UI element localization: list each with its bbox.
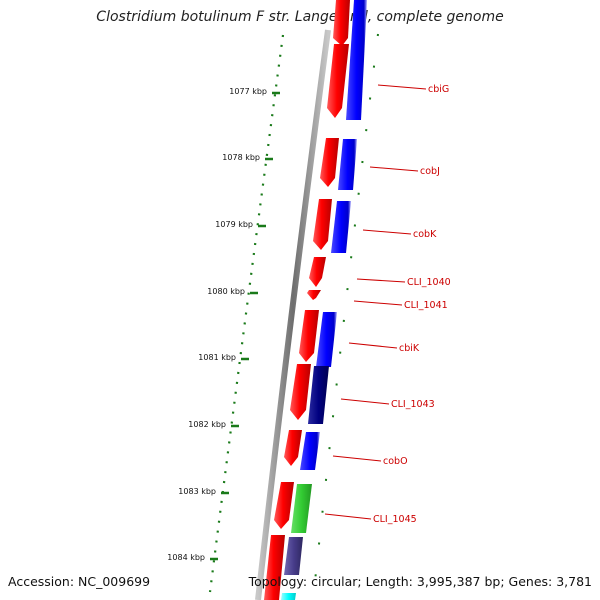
gene-label-cobj[interactable]: cobJ <box>420 166 440 177</box>
genome-backbone <box>255 29 331 600</box>
gene-red-4[interactable] <box>313 199 332 250</box>
gene-red-2[interactable] <box>327 44 349 118</box>
gene-slate-1[interactable] <box>284 537 303 575</box>
gene-blue-1[interactable] <box>346 0 367 120</box>
gene-label-cli-1041[interactable]: CLI_1041 <box>404 300 448 311</box>
gene-red-10[interactable] <box>274 482 294 529</box>
scale-tick-label: 1079 kbp <box>215 220 253 229</box>
scale-ring <box>208 34 285 593</box>
scale-tick-label: 1082 kbp <box>188 420 226 429</box>
gene-label-cobk[interactable]: cobK <box>413 229 437 240</box>
gene-red-6[interactable] <box>307 290 321 300</box>
scale-tick-label: 1077 kbp <box>229 87 267 96</box>
gene-label-cli-1043[interactable]: CLI_1043 <box>391 399 435 410</box>
gene-red-3[interactable] <box>320 138 339 187</box>
gene-label-cli-1040[interactable]: CLI_1040 <box>407 277 451 288</box>
gene-label-cobo[interactable]: cobO <box>383 456 408 467</box>
forward-strand-genes <box>264 0 350 600</box>
gene-labels: cbiG cobJ cobK CLI_1040 CLI_1041 cbiK CLI_1043… <box>373 84 451 525</box>
map-title: Clostridium botulinum F str. Langeland, … <box>96 9 504 25</box>
gene-label-cli-1045[interactable]: CLI_1045 <box>373 514 417 525</box>
gene-navy-1[interactable] <box>308 366 329 424</box>
scale-tick-label: 1084 kbp <box>167 553 205 562</box>
genome-stats-text: Topology: circular; Length: 3,995,387 bp… <box>248 574 592 589</box>
scale-tick-label: 1080 kbp <box>207 287 245 296</box>
gene-label-cbig[interactable]: cbiG <box>428 84 449 95</box>
label-leaders <box>324 84 427 520</box>
gene-red-5[interactable] <box>309 257 326 287</box>
gene-label-cbik[interactable]: cbiK <box>399 343 420 354</box>
gene-blue-4[interactable] <box>316 312 337 367</box>
gene-blue-3[interactable] <box>331 201 351 253</box>
gene-red-11[interactable] <box>264 535 285 600</box>
gene-blue-2[interactable] <box>338 139 357 190</box>
scale-tick-label: 1081 kbp <box>198 353 236 362</box>
scale-tick-label: 1083 kbp <box>178 487 216 496</box>
gene-blue-5[interactable] <box>300 432 320 470</box>
scale-ticks: 1077 kbp 1078 kbp 1079 kbp 1080 kbp 1081 kbp… <box>167 87 280 562</box>
reverse-strand-genes <box>281 0 367 600</box>
gene-red-7[interactable] <box>299 310 319 362</box>
gene-red-9[interactable] <box>284 430 302 466</box>
gene-cyan-1[interactable] <box>281 593 296 600</box>
accession-text: Accession: NC_009699 <box>8 574 151 589</box>
gene-red-1[interactable] <box>333 0 350 46</box>
gene-red-8[interactable] <box>290 364 311 420</box>
scale-tick-label: 1078 kbp <box>222 153 260 162</box>
gene-green-1[interactable] <box>291 484 312 533</box>
